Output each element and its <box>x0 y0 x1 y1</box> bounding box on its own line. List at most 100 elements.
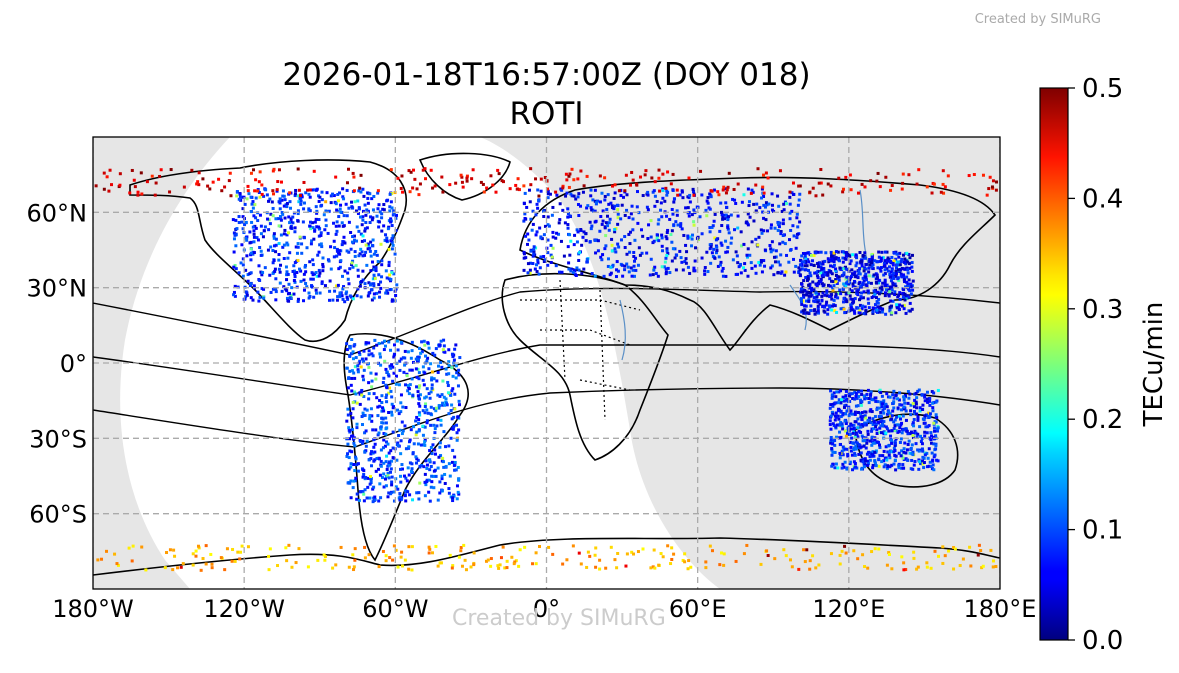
roti-point <box>878 286 882 290</box>
roti-point <box>361 215 365 219</box>
roti-point <box>961 557 965 561</box>
map-frame <box>92 136 1001 590</box>
roti-point <box>560 270 564 274</box>
roti-point <box>880 250 884 254</box>
roti-point <box>408 368 412 372</box>
roti-point <box>832 391 836 395</box>
roti-point <box>405 479 409 483</box>
roti-point <box>750 266 754 270</box>
roti-point <box>150 174 154 178</box>
roti-point <box>360 280 364 284</box>
roti-point <box>871 450 875 454</box>
roti-point <box>863 423 867 427</box>
roti-point <box>726 185 730 189</box>
roti-point <box>893 442 897 446</box>
roti-point <box>619 217 623 221</box>
roti-point <box>525 205 529 209</box>
roti-point <box>823 259 827 263</box>
roti-point <box>455 484 459 488</box>
roti-point <box>614 250 618 254</box>
roti-point <box>293 275 297 279</box>
roti-point <box>654 271 658 275</box>
roti-point <box>307 291 311 295</box>
roti-point <box>328 289 332 293</box>
roti-point <box>359 190 363 194</box>
roti-point <box>557 221 561 225</box>
roti-point <box>453 407 457 411</box>
roti-point <box>871 441 875 445</box>
roti-point <box>363 450 367 454</box>
roti-point <box>368 417 372 421</box>
roti-point <box>261 235 265 239</box>
roti-point <box>534 213 538 217</box>
roti-point <box>718 229 722 233</box>
roti-point <box>348 437 352 441</box>
roti-point <box>908 301 912 305</box>
roti-point <box>388 205 392 209</box>
roti-point <box>580 272 584 276</box>
roti-point <box>246 189 250 193</box>
roti-point <box>360 415 364 419</box>
roti-point <box>909 285 913 289</box>
roti-point <box>427 346 431 350</box>
roti-point <box>258 246 262 250</box>
roti-point <box>828 277 832 281</box>
roti-point <box>684 261 688 265</box>
roti-point <box>900 304 904 308</box>
roti-point <box>353 250 357 254</box>
roti-point <box>856 417 860 421</box>
roti-point <box>503 566 507 570</box>
roti-point <box>291 269 295 273</box>
roti-point <box>379 496 383 500</box>
roti-point <box>851 253 855 257</box>
roti-point <box>942 191 946 195</box>
roti-point <box>918 406 922 410</box>
roti-point <box>377 283 381 287</box>
roti-point <box>377 273 381 277</box>
roti-point <box>423 480 427 484</box>
roti-point <box>283 216 287 220</box>
roti-point <box>423 396 427 400</box>
roti-point <box>352 568 356 572</box>
roti-point <box>840 422 844 426</box>
roti-point <box>308 195 312 199</box>
roti-point <box>276 180 280 184</box>
roti-point <box>432 407 436 411</box>
roti-point <box>829 389 833 393</box>
roti-point <box>894 266 898 270</box>
roti-point <box>840 449 844 453</box>
roti-point <box>309 277 313 281</box>
roti-point <box>650 176 654 180</box>
roti-point <box>304 191 308 195</box>
roti-point <box>244 290 248 294</box>
roti-point <box>687 559 691 563</box>
roti-point <box>859 296 863 300</box>
roti-point <box>425 480 429 484</box>
roti-point <box>866 289 870 293</box>
roti-point <box>547 545 551 549</box>
roti-point <box>239 550 243 554</box>
roti-point <box>868 258 872 262</box>
roti-point <box>365 439 369 443</box>
roti-point <box>632 274 636 278</box>
roti-point <box>616 551 620 555</box>
roti-point <box>259 253 263 257</box>
roti-point <box>807 299 811 303</box>
roti-point <box>811 554 815 558</box>
roti-point <box>861 457 865 461</box>
roti-point <box>896 423 900 427</box>
roti-point <box>926 425 930 429</box>
roti-point <box>432 461 436 465</box>
roti-point <box>472 551 476 555</box>
roti-point <box>878 426 882 430</box>
roti-point <box>746 274 750 278</box>
roti-point <box>340 221 344 225</box>
roti-point <box>274 250 278 254</box>
roti-point <box>312 295 316 299</box>
roti-point <box>320 198 324 202</box>
roti-point <box>334 563 338 567</box>
roti-point <box>855 433 859 437</box>
roti-point <box>877 250 881 254</box>
roti-point <box>285 559 289 563</box>
roti-point <box>257 299 261 303</box>
